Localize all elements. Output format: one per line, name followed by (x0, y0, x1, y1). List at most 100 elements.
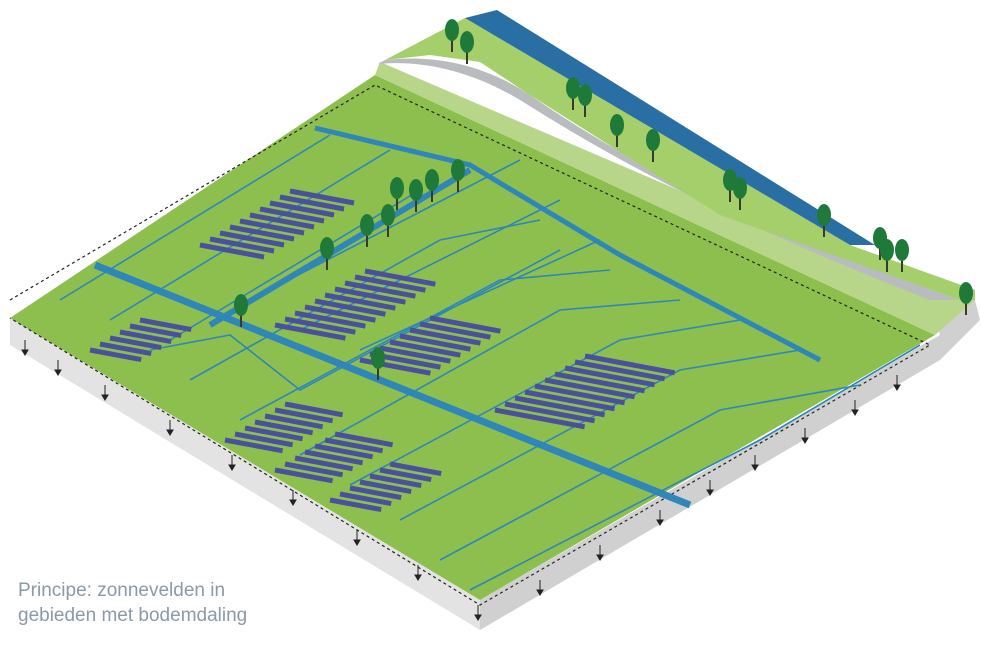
panel-row (339, 491, 392, 507)
tree-crown (646, 129, 660, 151)
panel-row (564, 365, 656, 388)
tree-crown (880, 239, 894, 261)
panel-row (259, 206, 325, 224)
tree-crown (360, 214, 374, 236)
panel-row (419, 321, 491, 340)
panel-row (334, 431, 394, 448)
arrow-head (21, 349, 29, 356)
panel-row (324, 437, 384, 454)
panel-row (249, 212, 315, 230)
tree-crown (959, 282, 973, 304)
panel-row (494, 407, 586, 430)
panel-row (274, 407, 334, 424)
tree-crown (895, 239, 909, 261)
panel-row (219, 230, 285, 248)
arrow-head (101, 394, 109, 401)
panel-row (544, 377, 636, 400)
river (465, 10, 875, 245)
tree-crown (390, 177, 404, 199)
arrow-head (289, 499, 297, 506)
trees (234, 19, 973, 380)
arrow-head (801, 437, 809, 444)
panel-row (284, 316, 356, 335)
arrow-head (166, 429, 174, 436)
panel-row (574, 359, 666, 382)
panel-row (554, 371, 646, 394)
solar-panels (89, 188, 676, 513)
panel-row (294, 310, 366, 329)
tree-crown (234, 294, 248, 316)
panel-row (119, 329, 172, 345)
panel-row (239, 218, 305, 236)
panel-row (429, 315, 501, 334)
panel-row (254, 419, 314, 436)
tree-crown (320, 237, 334, 259)
tree-crown (371, 347, 385, 369)
panel-row (369, 473, 422, 489)
subsidence-arrows (21, 340, 901, 621)
panel-row (379, 467, 432, 483)
panel-row (274, 322, 346, 341)
panel-row (584, 353, 676, 376)
panel-row (99, 341, 152, 357)
panel-row (229, 224, 295, 242)
tree-crown (566, 77, 580, 99)
panel-row (304, 304, 376, 323)
arrow-head (751, 464, 759, 471)
panel-row (274, 467, 334, 484)
panel-row (344, 280, 416, 299)
panel-row (234, 431, 294, 448)
arrow-head (353, 539, 361, 546)
arrow-head (596, 554, 604, 561)
panel-row (89, 347, 142, 363)
slab-left (10, 318, 480, 630)
panel-row (209, 236, 275, 254)
tree-crown (425, 169, 439, 191)
panel-row (269, 200, 335, 218)
caption-line: Principe: zonnevelden in (18, 580, 226, 601)
tree-crown (451, 159, 465, 181)
panel-row (364, 268, 436, 287)
panel-row (139, 317, 192, 333)
panel-row (314, 298, 386, 317)
dike-top (385, 18, 975, 300)
panel-row (409, 327, 481, 346)
arrow-head (536, 589, 544, 596)
panel-row (389, 339, 461, 358)
panel-row (334, 286, 406, 305)
panel-row (504, 401, 596, 424)
panel-row (224, 437, 284, 454)
tree-crown (445, 19, 459, 41)
panel-row (379, 345, 451, 364)
tree-crown (409, 179, 423, 201)
dike-slope (375, 62, 975, 335)
panel-row (324, 292, 396, 311)
caption-line: gebieden met bodemdaling (18, 605, 248, 626)
panel-row (359, 479, 412, 495)
panel-row (284, 401, 344, 418)
arrow-head (414, 574, 422, 581)
panel-row (109, 335, 162, 351)
panel-row (514, 395, 606, 418)
arrow-head (706, 489, 714, 496)
tree-crown (817, 204, 831, 226)
panel-row (354, 274, 426, 293)
arrow-head (474, 614, 482, 621)
tree-crown (381, 204, 395, 226)
tree-crown (733, 177, 747, 199)
panel-row (264, 413, 324, 430)
panel-row (289, 188, 355, 206)
panel-row (294, 455, 354, 472)
arrow-head (851, 409, 859, 416)
panel-row (524, 389, 616, 412)
panel-row (304, 449, 364, 466)
panel-row (349, 485, 402, 501)
panel-row (389, 461, 442, 477)
tree-crown (578, 84, 592, 106)
panel-row (534, 383, 626, 406)
panel-row (279, 194, 345, 212)
subsidence-outline (9, 84, 932, 606)
panel-row (399, 333, 471, 352)
